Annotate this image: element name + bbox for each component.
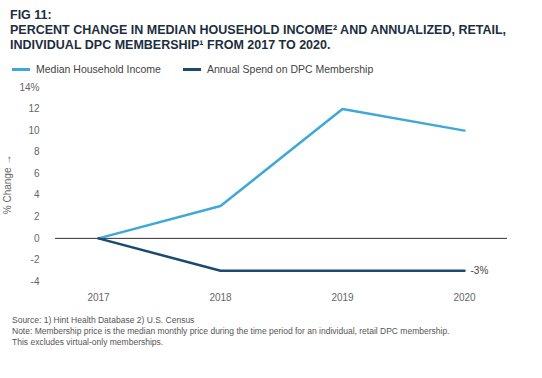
html-text:Note: Membership price is the: Note: Membership price is the median mon…: [12, 326, 450, 336]
html-text:PERCENT CHANGE IN MEDIAN HOUSE: PERCENT CHANGE IN MEDIAN HOUSEHOLD INCOM…: [10, 23, 507, 52]
svg-text:2020: 2020: [453, 292, 476, 303]
svg-text:2: 2: [34, 211, 40, 222]
html-text:Median Household Income: Median Household Income: [36, 63, 161, 75]
html-text:This excludes virtual-only mem: This excludes virtual-only memberships.: [12, 337, 164, 347]
svg-text:8: 8: [34, 146, 40, 157]
svg-text:-3%: -3%: [471, 265, 489, 276]
svg-text:6: 6: [34, 168, 40, 179]
svg-text:4: 4: [34, 189, 40, 200]
svg-text:-4: -4: [31, 276, 40, 287]
html-text:Source: 1) Hint Health Databas: Source: 1) Hint Health Database 2) U.S. …: [12, 315, 195, 325]
svg-text:10: 10: [28, 125, 40, 136]
svg-text:% Change →: % Change →: [2, 155, 13, 214]
svg-text:2019: 2019: [331, 292, 354, 303]
svg-text:-2: -2: [31, 254, 40, 265]
svg-text:2017: 2017: [87, 292, 110, 303]
svg-text:0: 0: [34, 233, 40, 244]
html-text:Annual Spend on DPC Membership: Annual Spend on DPC Membership: [206, 63, 374, 75]
svg-text:14%: 14%: [19, 82, 39, 93]
html-text:FIG 11:: FIG 11:: [10, 8, 52, 22]
svg-text:12: 12: [28, 103, 40, 114]
svg-text:2018: 2018: [209, 292, 232, 303]
